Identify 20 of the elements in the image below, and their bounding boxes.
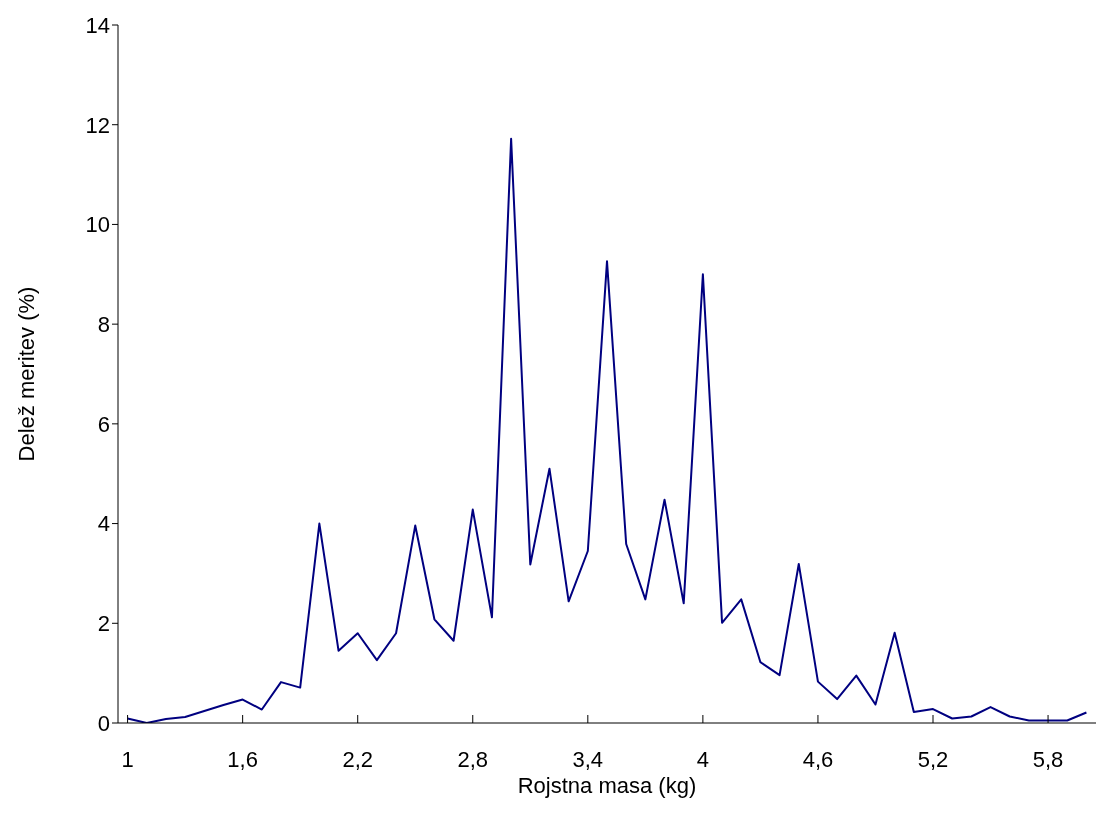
line-series (126, 137, 1088, 723)
x-axis-title: Rojstna masa (kg) (517, 773, 697, 798)
y-tick-label: 10 (85, 212, 110, 238)
x-tick-label: 5,8 (1032, 746, 1064, 772)
y-tick-label: 0 (97, 710, 110, 736)
x-tick-label: 2,8 (457, 746, 489, 772)
x-tick-label: 4 (696, 746, 710, 772)
y-tick-label: 14 (85, 12, 110, 38)
y-axis-title: Delež meritev (%) (13, 286, 39, 462)
y-tick-label: 4 (97, 511, 110, 537)
y-tick-label: 6 (97, 411, 110, 437)
x-tick-label: 1,6 (227, 746, 258, 772)
x-tick-label: 3,4 (572, 746, 604, 772)
y-tick-label: 2 (97, 611, 110, 637)
x-tick-label: 2,2 (342, 746, 373, 772)
y-tick-label: 12 (85, 112, 110, 138)
y-tick-label: 8 (97, 311, 110, 337)
x-tick-label: 4,6 (802, 746, 834, 772)
x-tick-label: 5,2 (917, 746, 949, 772)
x-tick-label: 1 (121, 746, 134, 772)
